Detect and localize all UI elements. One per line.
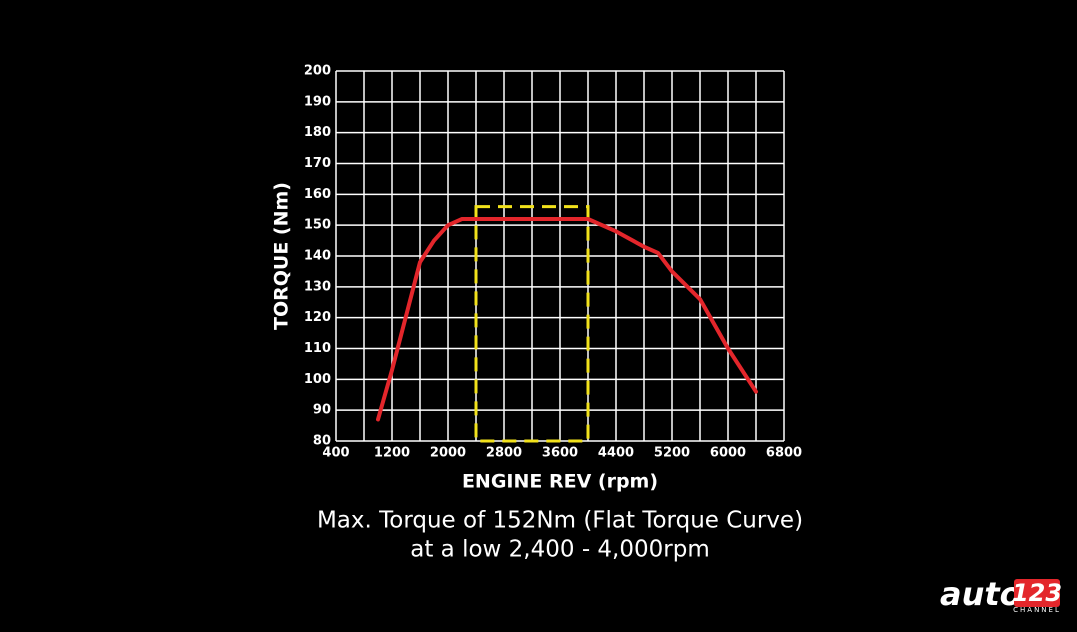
logo: auto 123 CHANNEL [940, 575, 1062, 614]
y-tick-label: 150 [304, 218, 331, 233]
x-tick-label: 5200 [654, 446, 690, 461]
highlight-box [474, 205, 590, 443]
x-tick-label: 6800 [766, 446, 802, 461]
x-tick-label: 2800 [486, 446, 522, 461]
y-tick-label: 80 [313, 434, 331, 449]
y-tick-label: 190 [304, 94, 331, 109]
caption: Max. Torque of 152Nm (Flat Torque Curve) [317, 508, 803, 534]
logo-number: 123 [1012, 579, 1062, 607]
x-tick-label: 1200 [374, 446, 410, 461]
x-tick-label: 4400 [598, 446, 634, 461]
x-tick-label: 400 [322, 446, 349, 461]
y-tick-label: 160 [304, 187, 331, 202]
torque-line [376, 217, 758, 422]
y-tick-label: 100 [304, 372, 331, 387]
x-tick-label: 3600 [542, 446, 578, 461]
logo-box [1014, 579, 1060, 607]
y-tick-label: 180 [304, 125, 331, 140]
x-axis-label: ENGINE REV (rpm) [462, 471, 658, 493]
logo-sub: CHANNEL [1013, 606, 1061, 614]
x-tick-label: 2000 [430, 446, 466, 461]
y-axis-label: TORQUE (Nm) [271, 182, 293, 330]
y-tick-label: 200 [304, 64, 331, 79]
y-tick-label: 90 [313, 403, 331, 418]
x-tick-label: 6000 [710, 446, 746, 461]
y-tick-label: 130 [304, 279, 331, 294]
y-tick-label: 110 [304, 341, 331, 356]
logo-text: auto [940, 575, 1022, 613]
y-tick-label: 170 [304, 156, 331, 171]
caption: at a low 2,400 - 4,000rpm [410, 537, 709, 563]
y-tick-label: 140 [304, 249, 331, 264]
y-tick-label: 120 [304, 310, 331, 325]
